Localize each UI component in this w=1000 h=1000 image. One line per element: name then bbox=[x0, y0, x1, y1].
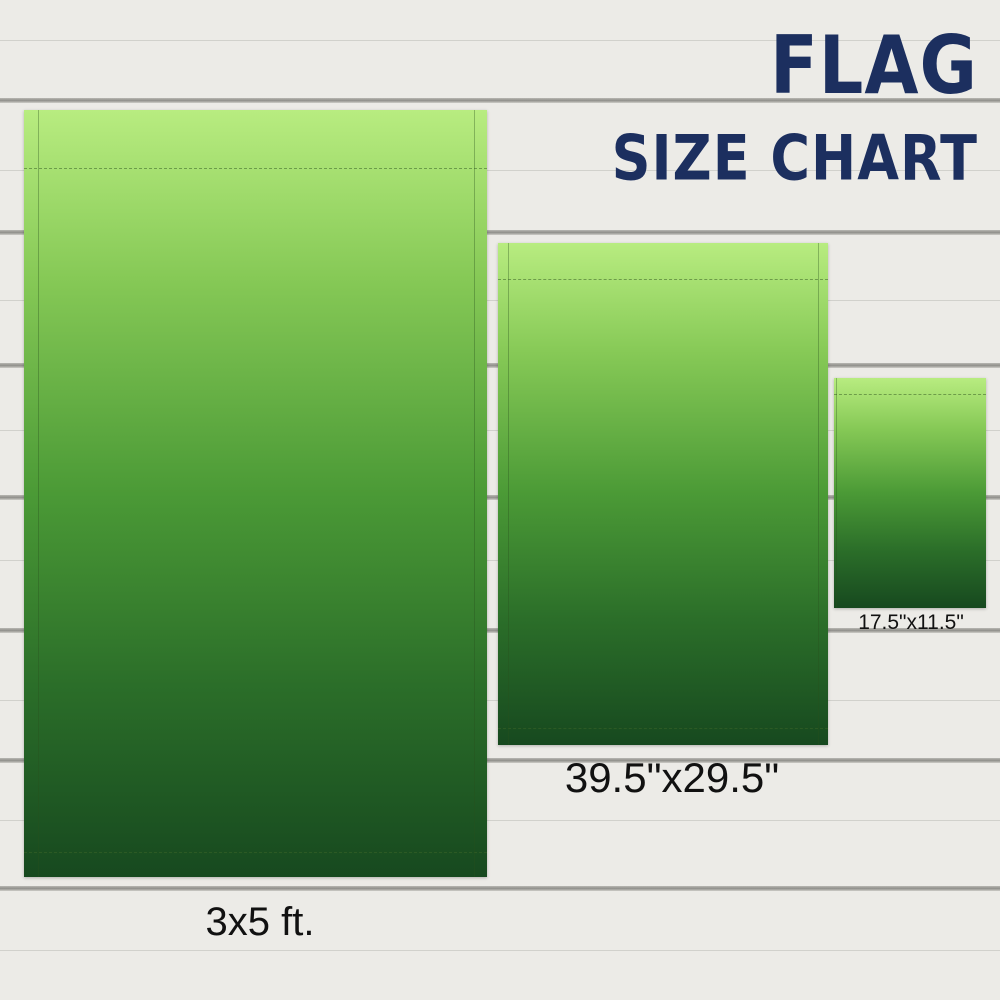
flag-hem bbox=[24, 852, 487, 853]
flag-seam bbox=[38, 110, 39, 877]
plank-seam bbox=[0, 886, 1000, 891]
flag-hem bbox=[24, 168, 487, 169]
wood-grain bbox=[0, 40, 1000, 41]
flag-hem bbox=[498, 279, 828, 280]
plank-seam bbox=[0, 98, 1000, 103]
flag-medium bbox=[498, 243, 828, 745]
flag-seam bbox=[818, 243, 819, 745]
plank-seam bbox=[0, 230, 1000, 235]
flag-small bbox=[834, 378, 986, 608]
plank-seam bbox=[0, 758, 1000, 763]
size-label-medium: 39.5"x29.5" bbox=[564, 754, 780, 801]
flag-seam bbox=[474, 110, 475, 877]
wood-grain bbox=[0, 170, 1000, 171]
flag-seam bbox=[508, 243, 509, 745]
flag-seam bbox=[836, 378, 837, 608]
size-label-large: 3x5 ft. bbox=[205, 900, 315, 944]
title-line-2: SIZE CHART bbox=[611, 122, 978, 195]
wood-grain bbox=[0, 820, 1000, 821]
size-label-small: 17.5"x11.5" bbox=[858, 611, 964, 634]
flag-hem bbox=[498, 728, 828, 729]
flag-large bbox=[24, 110, 487, 877]
wood-grain bbox=[0, 950, 1000, 951]
flag-hem bbox=[834, 394, 986, 395]
title-line-1: FLAG bbox=[769, 18, 978, 113]
